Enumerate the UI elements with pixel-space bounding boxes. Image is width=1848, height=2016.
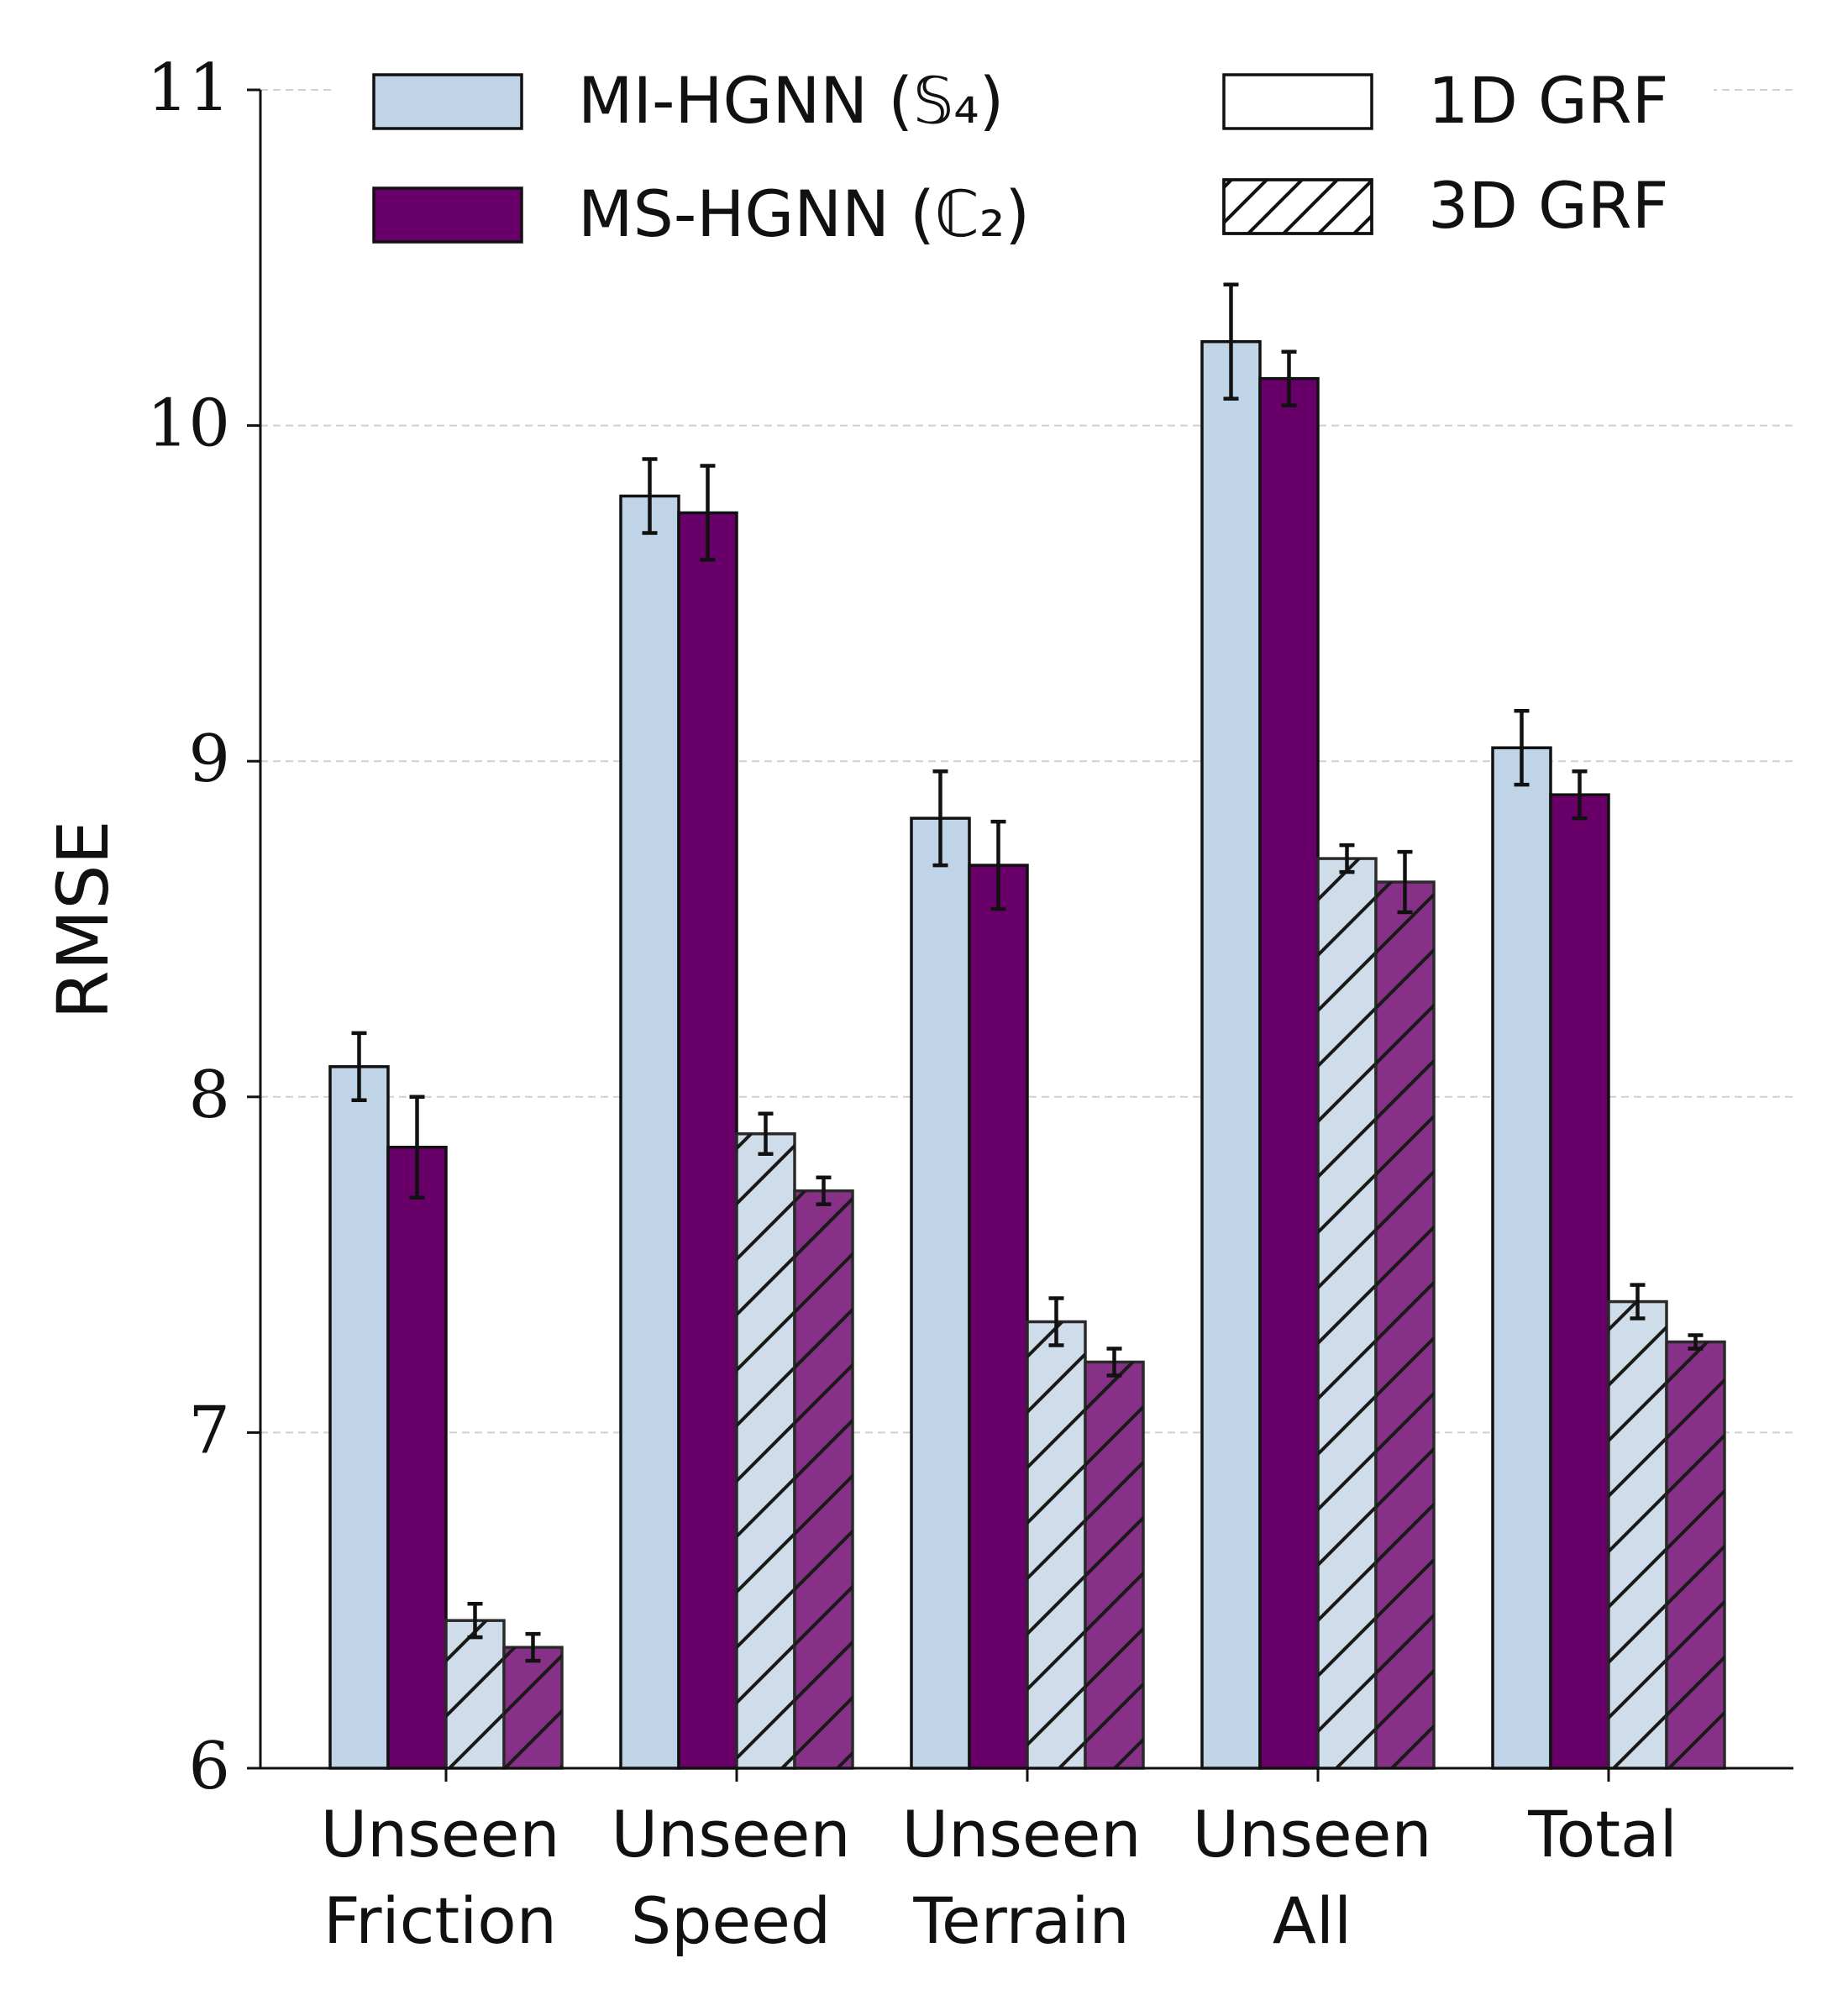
bar-hatch bbox=[737, 1133, 795, 1768]
x-tick-label: All bbox=[1273, 1883, 1352, 1958]
bar bbox=[619, 494, 680, 1770]
bar-hatch bbox=[1609, 1301, 1667, 1768]
axes: 6 7 8 9 10 11 Unseen Friction Unseen Speed Unseen T… bbox=[42, 50, 1793, 1958]
legend-label-mi: MI-HGNN (𝕊₄) bbox=[578, 63, 1004, 138]
legend-label-ms: MS-HGNN (ℂ₂) bbox=[578, 176, 1030, 251]
bar bbox=[677, 511, 738, 1770]
bar bbox=[1258, 376, 1320, 1770]
y-tick-label: 8 bbox=[188, 1058, 230, 1133]
x-tick-label: Unseen bbox=[320, 1797, 559, 1872]
x-tick-label: Speed bbox=[631, 1883, 831, 1958]
bar bbox=[1200, 339, 1262, 1770]
y-tick-label: 11 bbox=[147, 50, 230, 126]
legend-swatch-ms bbox=[372, 186, 523, 244]
bar bbox=[1549, 793, 1610, 1770]
y-tick-label: 7 bbox=[188, 1393, 230, 1468]
legend-box bbox=[336, 59, 1714, 273]
y-axis-label: RMSE bbox=[42, 820, 124, 1019]
bar-hatch bbox=[446, 1620, 504, 1768]
x-tick-label: Total bbox=[1527, 1797, 1677, 1872]
x-tick-label: Unseen bbox=[611, 1797, 850, 1872]
bar-hatch bbox=[504, 1647, 562, 1768]
bar-hatch bbox=[1318, 858, 1376, 1768]
x-tick-label: Unseen bbox=[901, 1797, 1141, 1872]
bar-hatch bbox=[1085, 1362, 1143, 1768]
bar-hatch bbox=[1667, 1341, 1725, 1768]
bar bbox=[910, 816, 971, 1770]
bar-hatch bbox=[795, 1190, 853, 1768]
legend: MI-HGNN (𝕊₄) MS-HGNN (ℂ₂) 1D GRF 3D GRF bbox=[336, 59, 1714, 273]
legend-swatch-1d bbox=[1222, 73, 1373, 130]
x-tick-label: Friction bbox=[323, 1883, 557, 1958]
bar bbox=[328, 1065, 390, 1770]
bar-hatch bbox=[1376, 882, 1434, 1768]
bar bbox=[968, 864, 1029, 1770]
legend-swatch-mi bbox=[372, 73, 523, 130]
bars bbox=[328, 282, 1726, 1770]
y-tick-label: 6 bbox=[188, 1729, 230, 1804]
bar bbox=[386, 1145, 448, 1770]
x-tick-label: Unseen bbox=[1192, 1797, 1431, 1872]
legend-label-3d: 3D GRF bbox=[1428, 168, 1668, 243]
y-tick-label: 9 bbox=[188, 722, 230, 797]
legend-hatch bbox=[1222, 178, 1373, 235]
bar-hatch bbox=[1027, 1321, 1085, 1768]
y-tick-label: 10 bbox=[147, 386, 230, 462]
x-tick-label: Terrain bbox=[912, 1883, 1129, 1958]
legend-label-1d: 1D GRF bbox=[1428, 63, 1668, 138]
bar bbox=[1491, 746, 1552, 1770]
